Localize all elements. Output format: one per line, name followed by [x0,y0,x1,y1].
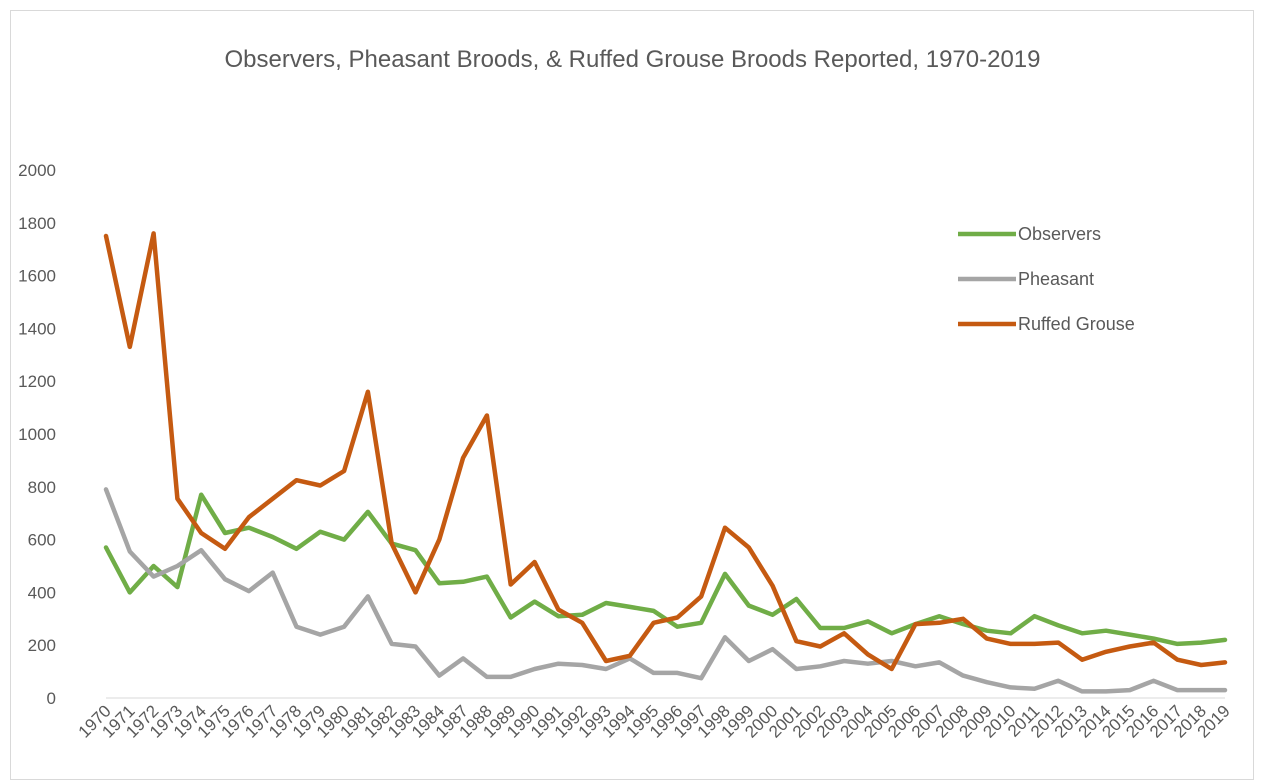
y-tick-label: 1000 [18,425,56,444]
series-layer [103,231,1228,694]
x-axis: 1970197119721973197419751976197719781979… [75,697,1234,742]
y-tick-label: 400 [28,583,56,602]
legend-label: Pheasant [1018,269,1094,289]
y-tick-label: 0 [47,689,56,708]
chart-title: Observers, Pheasant Broods, & Ruffed Gro… [224,46,1041,73]
y-tick-label: 1400 [18,319,56,338]
legend-label: Ruffed Grouse [1018,314,1135,334]
series-line-pheasant [103,487,1228,694]
y-tick-label: 1800 [18,214,56,233]
y-axis: 0 200 400 600 800 1000 1200 1400 1600 1800 2000 [18,161,56,708]
y-tick-label: 2000 [18,161,56,180]
legend: Observers Pheasant Ruffed Grouse [958,224,1135,334]
y-tick-label: 600 [28,531,56,550]
series-line-ruffed-grouse [103,231,1228,672]
y-tick-label: 200 [28,636,56,655]
y-tick-label: 1200 [18,372,56,391]
legend-label: Observers [1018,224,1101,244]
y-tick-label: 800 [28,478,56,497]
y-tick-label: 1600 [18,267,56,286]
